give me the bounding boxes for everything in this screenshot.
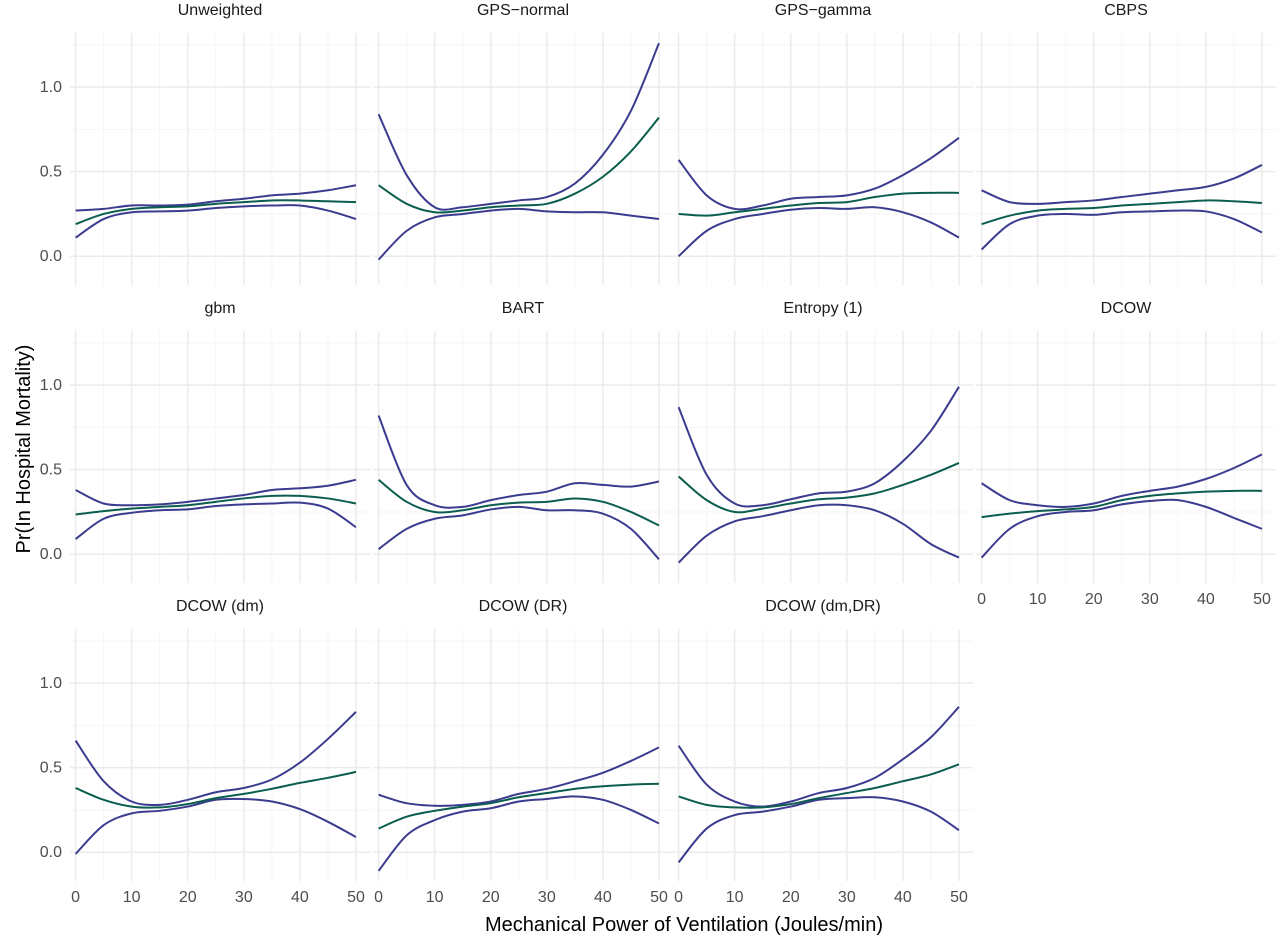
lower-bound-line xyxy=(75,501,357,540)
lower-bound-line xyxy=(74,797,357,855)
estimate-line xyxy=(378,782,660,830)
panel-title: DCOW (dm,DR) xyxy=(765,598,881,615)
estimate-line xyxy=(378,116,660,214)
x-tick-label: 40 xyxy=(291,889,309,906)
upper-bound-line xyxy=(75,478,357,507)
x-tick-label: 50 xyxy=(950,889,968,906)
lower-bound-line xyxy=(377,207,660,261)
panel-title: GPS−normal xyxy=(477,2,569,19)
y-axis-title: Pr(In Hospital Mortality) xyxy=(13,345,35,554)
x-tick-label: 20 xyxy=(482,889,500,906)
panel-title: CBPS xyxy=(1104,2,1148,19)
lower-bound-line xyxy=(677,796,960,864)
panel-title: Unweighted xyxy=(178,2,263,19)
y-tick-label: 0.5 xyxy=(40,462,62,479)
estimate-line xyxy=(75,199,357,226)
y-tick-label: 1.0 xyxy=(40,79,62,96)
estimate-line xyxy=(75,770,357,809)
x-tick-label: 10 xyxy=(1029,591,1047,608)
panel-title: GPS−gamma xyxy=(775,2,872,19)
x-tick-label: 20 xyxy=(179,889,197,906)
x-tick-label: 40 xyxy=(894,889,912,906)
x-tick-label: 30 xyxy=(1141,591,1159,608)
x-tick-label: 30 xyxy=(235,889,253,906)
lower-bound-line xyxy=(378,505,660,560)
panel: DCOW 0 10 20 30 40 50 xyxy=(976,300,1276,608)
panel-title: DCOW (DR) xyxy=(479,598,568,615)
lower-bound-line xyxy=(377,795,660,872)
upper-bound-line xyxy=(378,746,660,807)
panel: DCOW (DR) 0 10 20 30 40 50 xyxy=(373,598,673,906)
lower-bound-line xyxy=(980,209,1263,251)
panel: DCOW (dm) 0.0 0.5 1.0 0 10 20 30 40 50 xyxy=(40,598,370,906)
x-tick-label: 40 xyxy=(1197,591,1215,608)
lower-bound-line xyxy=(980,498,1263,559)
upper-bound-line xyxy=(981,164,1263,205)
panel-title: BART xyxy=(502,300,545,317)
x-tick-label: 0 xyxy=(374,889,383,906)
estimate-line xyxy=(677,461,960,514)
estimate-line xyxy=(678,763,960,809)
x-tick-label: 20 xyxy=(1085,591,1103,608)
x-tick-label: 50 xyxy=(347,889,365,906)
panel-title: gbm xyxy=(204,300,235,317)
x-axis-title: Mechanical Power of Ventilation (Joules/… xyxy=(485,914,883,936)
y-tick-label: 0.5 xyxy=(40,164,62,181)
x-tick-label: 20 xyxy=(782,889,800,906)
panel: GPS−normal xyxy=(373,2,673,285)
upper-bound-line xyxy=(377,415,660,509)
y-tick-label: 0.0 xyxy=(40,546,62,563)
panel: gbm 0.0 0.5 1.0 xyxy=(40,300,370,583)
lower-bound-line xyxy=(677,503,960,564)
lower-bound-line xyxy=(677,206,960,257)
panel: CBPS xyxy=(976,2,1276,285)
x-tick-label: 10 xyxy=(426,889,444,906)
upper-bound-line xyxy=(677,386,960,508)
panel: BART xyxy=(373,300,673,583)
y-tick-label: 0.5 xyxy=(40,760,62,777)
upper-bound-line xyxy=(677,137,960,211)
y-tick-label: 1.0 xyxy=(40,377,62,394)
panel: Entropy (1) xyxy=(673,300,973,583)
estimate-line xyxy=(377,479,660,527)
x-tick-label: 40 xyxy=(594,889,612,906)
x-tick-label: 30 xyxy=(538,889,556,906)
panel-title: Entropy (1) xyxy=(783,300,862,317)
x-tick-label: 10 xyxy=(726,889,744,906)
upper-bound-line xyxy=(377,42,660,211)
panel: DCOW (dm,DR) 0 10 20 30 40 50 xyxy=(673,598,973,906)
panel-title: DCOW xyxy=(1101,300,1153,317)
upper-bound-line xyxy=(75,184,357,212)
upper-bound-line xyxy=(677,706,960,808)
y-tick-label: 1.0 xyxy=(40,675,62,692)
x-tick-label: 50 xyxy=(650,889,668,906)
lower-bound-line xyxy=(75,204,357,239)
x-tick-label: 0 xyxy=(71,889,80,906)
panel-title: DCOW (dm) xyxy=(176,598,264,615)
upper-bound-line xyxy=(74,711,357,807)
panel-grid: Unweighted 0.0 0.5 1.0 GPS−normal GPS−gamma CB… xyxy=(40,2,1276,906)
upper-bound-line xyxy=(981,453,1263,508)
panel: GPS−gamma xyxy=(673,2,973,285)
x-tick-label: 0 xyxy=(977,591,986,608)
y-tick-label: 0.0 xyxy=(40,844,62,861)
x-tick-label: 30 xyxy=(838,889,856,906)
y-tick-label: 0.0 xyxy=(40,248,62,265)
estimate-line xyxy=(75,494,357,516)
panel: Unweighted 0.0 0.5 1.0 xyxy=(40,2,370,285)
x-tick-label: 0 xyxy=(674,889,683,906)
estimate-line xyxy=(981,489,1262,519)
estimate-line xyxy=(678,191,959,217)
x-tick-label: 50 xyxy=(1253,591,1271,608)
estimate-line xyxy=(981,199,1263,226)
x-tick-label: 10 xyxy=(123,889,141,906)
